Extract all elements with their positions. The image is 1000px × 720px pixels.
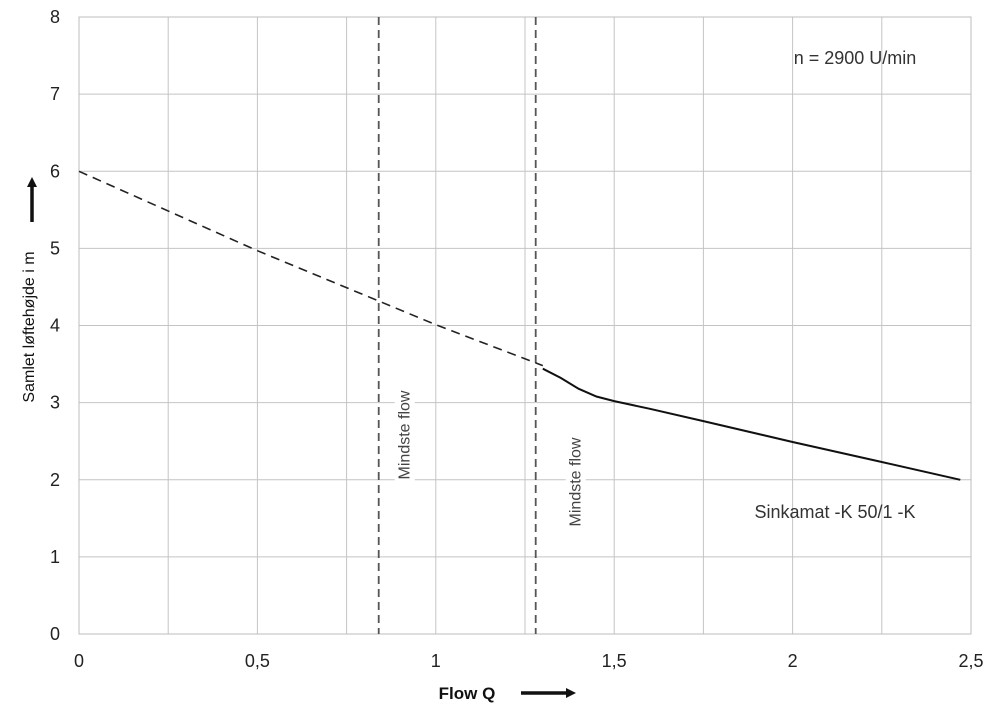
y-tick-label: 4	[50, 316, 60, 336]
y-tick-labels: 0 1 2 3 4 5 6 7 8	[50, 7, 60, 644]
series-group	[78, 170, 961, 481]
curve-solid-segment	[542, 367, 961, 481]
min-flow-label: Mindste flow	[397, 390, 414, 479]
x-tick-label: 1	[431, 651, 441, 671]
min-flow-lines: Mindste flow Mindste flow	[377, 17, 586, 634]
plot-frame	[78, 16, 972, 635]
x-tick-labels: 0 0,5 1 1,5 2 2,5	[74, 651, 984, 671]
y-tick-label: 6	[50, 161, 60, 181]
grid	[78, 16, 972, 635]
y-tick-label: 7	[50, 84, 60, 104]
x-axis-label: Flow Q	[439, 684, 496, 703]
y-tick-label: 0	[50, 624, 60, 644]
min-flow-label-bg	[565, 422, 586, 542]
x-tick-label: 1,5	[602, 651, 627, 671]
curve-label: Sinkamat -K 50/1 -K	[754, 502, 915, 522]
min-flow-label-bg	[394, 375, 415, 495]
speed-annotation: n = 2900 U/min	[794, 48, 917, 68]
y-tick-label: 5	[50, 238, 60, 258]
x-tick-label: 2,5	[958, 651, 983, 671]
y-tick-label: 1	[50, 547, 60, 567]
curve-dashed-segment	[78, 170, 544, 367]
x-tick-label: 2	[788, 651, 798, 671]
min-flow-label: Mindste flow	[568, 437, 585, 526]
x-tick-label: 0	[74, 651, 84, 671]
y-tick-label: 2	[50, 470, 60, 490]
x-tick-label: 0,5	[245, 651, 270, 671]
y-tick-label: 3	[50, 393, 60, 413]
y-axis-label: Samlet løftehøjde i m	[21, 251, 38, 402]
y-tick-label: 8	[50, 7, 60, 27]
